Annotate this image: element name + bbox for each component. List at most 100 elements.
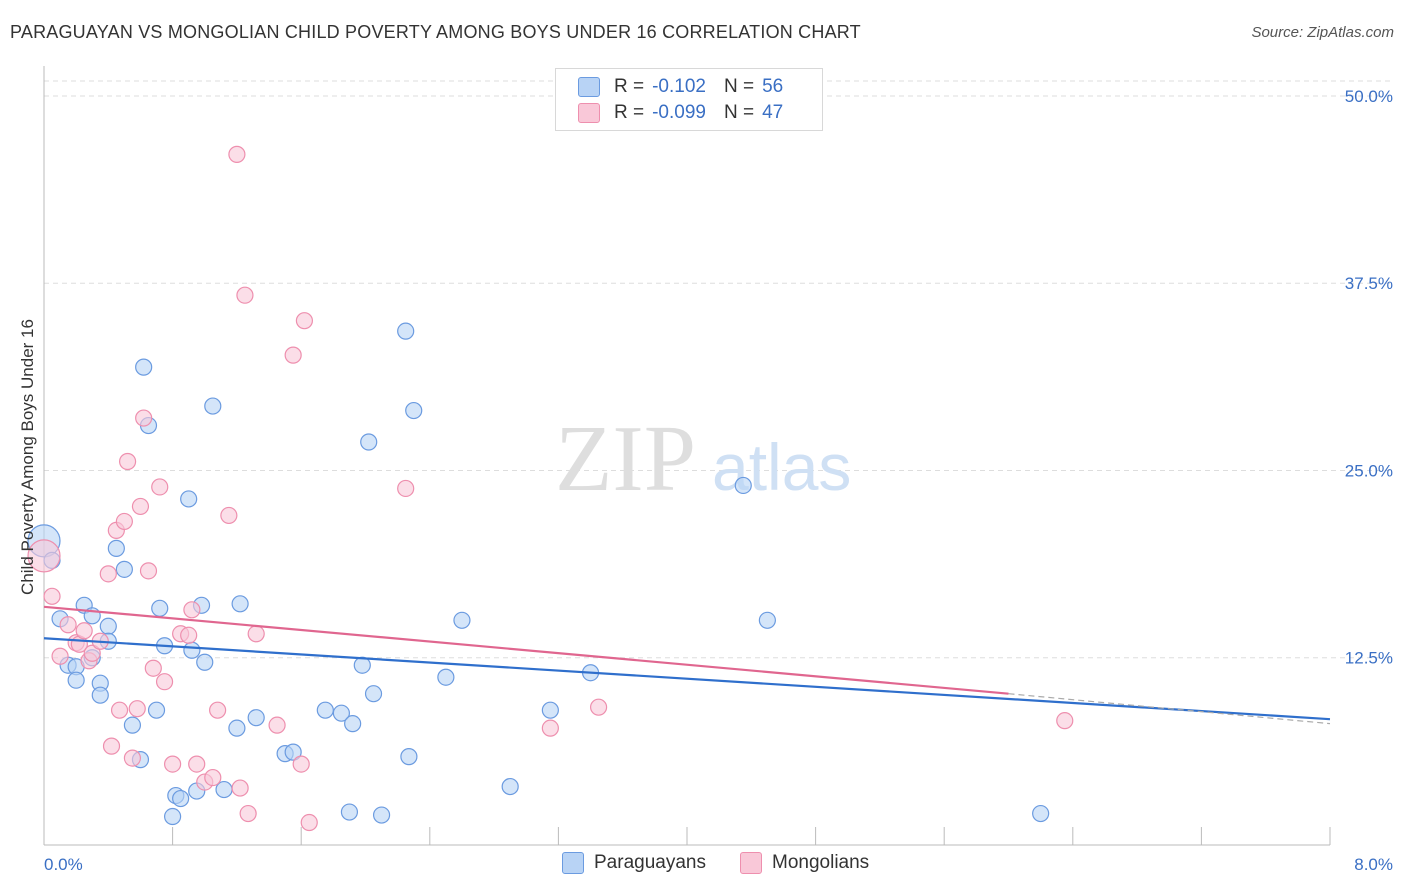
y-axis-label: Child Poverty Among Boys Under 16: [18, 319, 37, 595]
paraguayan-point: [99, 617, 117, 635]
bottom-legend-paraguayans: Paraguayans: [562, 852, 706, 874]
mongolian-point: [247, 625, 265, 643]
mongolian-point: [209, 701, 227, 719]
mongolian-point: [102, 737, 121, 755]
paraguayan-point: [67, 671, 85, 689]
mongolian-point: [110, 701, 129, 719]
legend-r-label: R =: [614, 102, 645, 123]
paraguayan-point: [247, 709, 265, 727]
paraguayan-point: [107, 539, 125, 557]
mongolian-point: [300, 813, 318, 832]
mongolian-point: [220, 506, 238, 525]
mongolian-point: [83, 644, 101, 662]
mongolian-point: [589, 698, 608, 716]
paraguayan-point: [316, 701, 334, 719]
mongolian-point: [99, 565, 117, 583]
legend-swatch-paraguayans: [578, 77, 600, 97]
x-tick-label: 8.0%: [1354, 855, 1393, 874]
chart-title: PARAGUAYAN VS MONGOLIAN CHILD POVERTY AM…: [10, 22, 861, 42]
mongolian-point: [1056, 712, 1074, 730]
paraguayan-point: [397, 322, 415, 340]
paraguayan-point: [360, 433, 378, 451]
mongolian-point: [118, 452, 137, 471]
paraguayan-point: [284, 743, 302, 761]
legend-row-paraguayans: R = -0.102 N = 56: [578, 76, 783, 98]
paraguayan-point: [115, 560, 133, 578]
paraguayan-point: [340, 803, 359, 821]
trend-layer: [43, 605, 1331, 725]
axis-layer: [43, 66, 1331, 846]
mongolian-point: [164, 755, 182, 773]
paraguayan-point: [91, 686, 109, 704]
mongolian-point: [231, 779, 249, 797]
y-tick-label: 37.5%: [1345, 274, 1393, 293]
mongolian-point: [131, 497, 150, 516]
paraguayan-point: [372, 806, 391, 824]
source-label: Source: ZipAtlas.com: [1251, 24, 1394, 41]
points-layer: [27, 145, 1074, 832]
mongolian-trend-extension: [1008, 693, 1331, 725]
mongolian-point: [180, 626, 198, 644]
paraguayan-point: [231, 595, 249, 613]
mongolian-point: [144, 659, 162, 677]
paraguayan-point: [228, 719, 246, 737]
paraguayan-point: [147, 701, 166, 719]
mongolian-trend-line: [43, 605, 1009, 695]
paraguayan-point: [344, 715, 362, 733]
mongolian-point: [183, 601, 201, 619]
legend-n-value: 47: [762, 102, 784, 123]
paraguayan-point: [164, 807, 182, 826]
mongolian-point: [155, 673, 174, 691]
mongolian-point: [135, 409, 153, 427]
bottom-legend-swatch-paraguayans: [562, 852, 584, 874]
x-tick-label: 0.0%: [44, 855, 83, 874]
paraguayan-point: [151, 599, 169, 617]
legend-n-label: N =: [723, 76, 755, 97]
bottom-legend-label-paraguayans: Paraguayans: [594, 852, 706, 873]
paraguayan-point: [400, 748, 418, 766]
paraguayan-point: [541, 701, 559, 719]
tick-label-layer: 12.5% 25.0% 37.5% 50.0% 0.0% 8.0%: [44, 87, 1393, 874]
paraguayan-point: [364, 685, 383, 703]
paraguayan-point: [183, 641, 201, 659]
mongolian-point: [115, 512, 133, 531]
mongolian-point: [541, 719, 559, 737]
watermark: ZIP atlas: [555, 407, 851, 511]
paraguayan-point: [437, 668, 455, 686]
bottom-legend-label-mongolians: Mongolians: [772, 852, 870, 873]
paraguayan-point: [204, 397, 222, 415]
legend-row-mongolians: R = -0.099 N = 47: [578, 102, 783, 124]
paraguayan-point: [135, 358, 153, 376]
paraguayan-point: [758, 611, 776, 629]
correlation-legend: R = -0.102 N = 56 R = -0.099 N = 47: [555, 68, 823, 131]
grid-layer: [44, 80, 1394, 659]
paraguayan-point: [405, 401, 423, 420]
mongolian-point: [188, 755, 206, 773]
mongolian-point: [128, 700, 146, 718]
mongolian-point: [236, 286, 254, 304]
mongolian-point: [75, 622, 93, 640]
paraguayan-point: [180, 490, 198, 508]
paraguayan-point: [501, 777, 519, 796]
paraguayan-point: [1032, 804, 1050, 823]
mongolian-point: [295, 312, 314, 330]
mongolian-point: [43, 587, 61, 605]
paraguayan-point: [332, 704, 350, 722]
mongolian-point: [51, 647, 69, 665]
mongolian-point: [151, 478, 169, 496]
mongolian-point: [27, 539, 61, 573]
mongolian-point: [139, 562, 158, 580]
mongolian-point: [228, 145, 246, 163]
watermark-atlas: atlas: [712, 430, 851, 504]
mongolian-point: [284, 346, 302, 364]
paraguayan-point: [172, 789, 190, 808]
legend-r-value: -0.102: [652, 76, 706, 97]
mongolian-point: [268, 716, 286, 734]
mongolian-point: [123, 749, 142, 767]
mongolian-point: [239, 804, 257, 823]
mongolian-point: [204, 768, 222, 787]
legend-n-value: 56: [762, 76, 784, 97]
paraguayan-trend-line: [43, 637, 1331, 721]
paraguayan-point: [453, 611, 471, 629]
paraguayan-point: [734, 476, 752, 495]
